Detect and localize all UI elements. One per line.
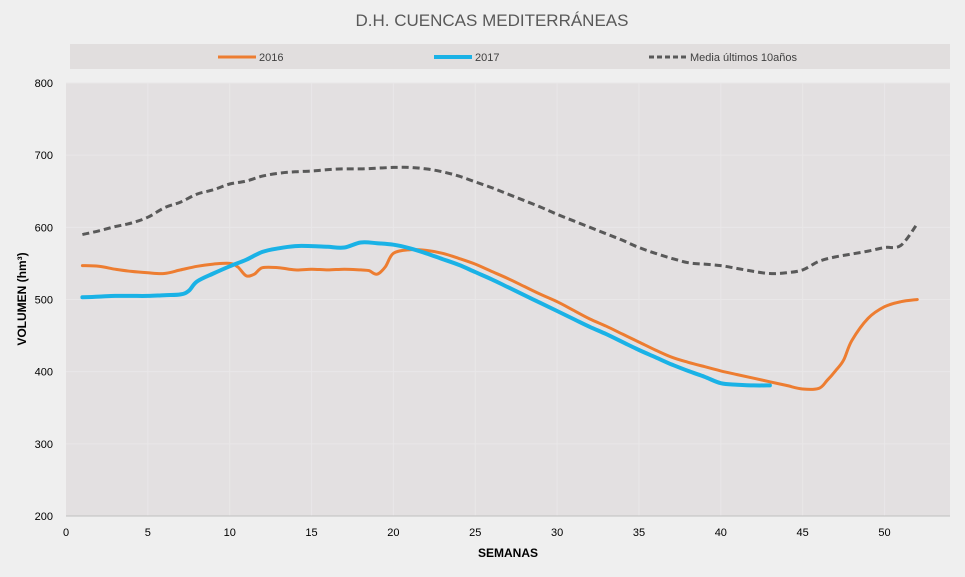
legend-label-0: 2016 (259, 52, 283, 64)
x-tick-label: 25 (469, 527, 481, 539)
x-axis-label: SEMANAS (478, 546, 538, 560)
y-tick-label: 300 (35, 439, 53, 451)
y-tick-label: 700 (35, 150, 53, 162)
y-tick-label: 200 (35, 511, 53, 523)
x-tick-label: 30 (551, 527, 563, 539)
legend-label-1: 2017 (475, 52, 499, 64)
x-tick-labels: 0 5 10 15 20 25 30 35 40 45 50 (63, 527, 891, 539)
legend: 2016 2017 Media últimos 10años (218, 52, 798, 64)
y-tick-label: 600 (35, 222, 53, 234)
x-tick-label: 40 (715, 527, 727, 539)
x-tick-label: 45 (797, 527, 809, 539)
y-tick-label: 500 (35, 295, 53, 307)
legend-label-2: Media últimos 10años (690, 52, 798, 64)
x-tick-label: 10 (224, 527, 236, 539)
x-tick-label: 15 (305, 527, 317, 539)
x-tick-label: 0 (63, 527, 69, 539)
y-tick-label: 400 (35, 367, 53, 379)
series-line-1 (80, 240, 772, 388)
y-tick-labels: 200 300 400 500 600 700 800 (35, 78, 53, 523)
x-tick-label: 35 (633, 527, 645, 539)
y-tick-label: 800 (35, 78, 53, 90)
series-lines (80, 165, 919, 391)
chart-title: D.H. CUENCAS MEDITERRÁNEAS (356, 11, 629, 30)
grid-lines (66, 82, 950, 516)
y-axis-label: VOLUMEN (hm³) (15, 252, 29, 345)
x-tick-label: 5 (145, 527, 151, 539)
x-tick-label: 20 (387, 527, 399, 539)
series-line-2 (82, 165, 919, 276)
legend-background (70, 44, 950, 69)
x-tick-label: 50 (878, 527, 890, 539)
